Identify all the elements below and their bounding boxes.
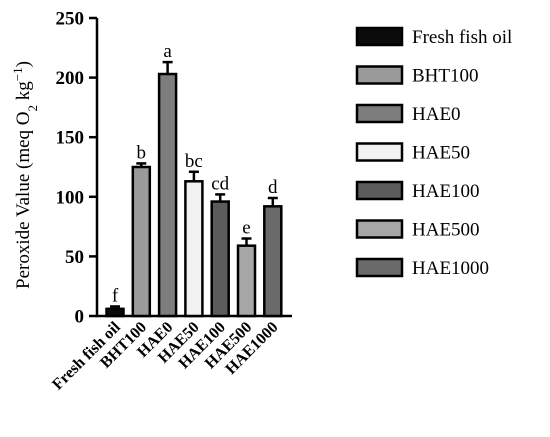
legend-swatch (355, 257, 404, 278)
y-tick-label: 150 (56, 128, 85, 149)
bar (105, 307, 125, 318)
legend-swatch (355, 103, 404, 124)
y-tick-label: 100 (56, 187, 85, 208)
bar (210, 200, 230, 318)
legend: Fresh fish oil BHT100 HAE0 HAE50 HAE100 HAE50… (355, 26, 512, 279)
legend-label: Fresh fish oil (412, 27, 512, 48)
y-ticks: 0 50 100 150 200 250 (56, 9, 97, 328)
bar (157, 72, 178, 318)
legend-swatch (355, 219, 404, 239)
bar (131, 165, 152, 318)
legend-label: HAE100 (412, 181, 480, 202)
legend-swatch (355, 180, 404, 201)
legend-swatch (355, 26, 404, 47)
legend-swatch (355, 142, 404, 162)
significance-letter: d (268, 177, 278, 198)
y-axis-label: Peroxide Value (meq O2 kg−1) (10, 61, 40, 289)
y-tick-label: 250 (56, 9, 85, 30)
legend-swatch (355, 65, 404, 85)
bar (184, 180, 204, 318)
x-tick-labels: Fresh fish oilBHT100HAE0HAE50HAE100HAE50… (49, 318, 281, 393)
y-tick-label: 200 (56, 68, 85, 89)
y-tick-label: 0 (75, 307, 85, 328)
y-tick-label: 50 (65, 247, 84, 268)
legend-label: HAE0 (412, 104, 461, 125)
bar (236, 244, 257, 318)
legend-label: HAE1000 (412, 258, 489, 279)
significance-letter: f (112, 285, 119, 306)
significance-letter: bc (185, 151, 203, 172)
significance-letter: e (242, 218, 250, 239)
significance-letter: a (163, 41, 172, 62)
significance-letter: b (137, 142, 147, 163)
legend-label: BHT100 (412, 66, 479, 87)
legend-label: HAE500 (412, 220, 480, 241)
legend-label: HAE50 (412, 143, 470, 164)
bar (263, 205, 283, 318)
significance-letter: cd (211, 173, 229, 194)
